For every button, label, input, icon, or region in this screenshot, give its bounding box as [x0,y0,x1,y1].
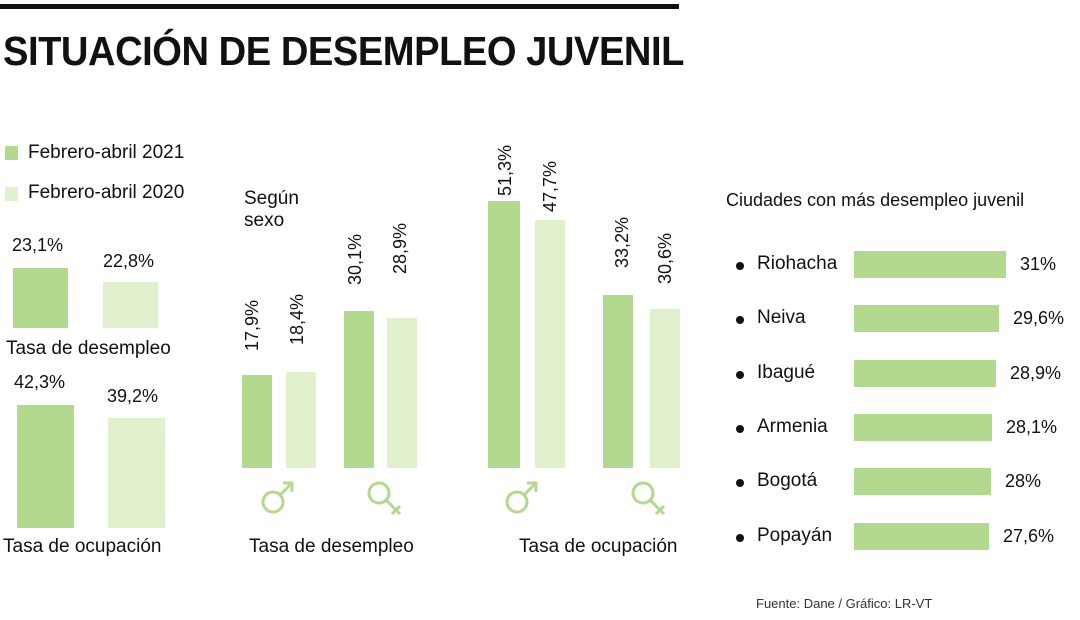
bar [13,268,68,328]
category-label: Tasa de ocupación [3,536,162,557]
bar [103,282,158,328]
data-label: 33,2% [612,216,632,268]
city-name: Armenia [757,416,828,437]
legend-swatch-2021 [5,146,18,160]
city-bar [854,251,1006,278]
city-bullet [736,262,744,270]
bar [242,375,272,468]
data-label: 28,9% [390,222,410,274]
bar [650,309,680,468]
category-label: Tasa de desempleo [6,338,171,359]
chart-subtitle: Según sexo [244,188,299,231]
chart-title: SITUACIÓN DE DESEMPLEO JUVENIL [3,28,684,74]
data-label: 42,3% [14,372,66,392]
city-name: Bogotá [757,470,818,491]
bar [108,418,165,528]
city-value-label: 28% [1005,471,1042,491]
female-symbol-icon [367,481,402,516]
city-bar [854,360,996,387]
title-rule [0,4,679,9]
source-note: Fuente: Dane / Gráfico: LR-VT [756,596,933,611]
data-label: 39,2% [107,386,159,406]
male-symbol-icon [261,481,294,514]
city-value-label: 31% [1020,254,1057,274]
city-bullet [736,371,744,379]
city-bar [854,523,989,550]
city-bar [854,468,991,495]
data-label: 51,3% [495,144,515,196]
city-name: Riohacha [757,253,838,274]
city-bullet [736,316,744,324]
city-value-label: 29,6% [1013,308,1065,328]
city-bullet [736,425,744,433]
city-name: Neiva [757,307,806,328]
city-value-label: 27,6% [1003,526,1055,546]
city-value-label: 28,1% [1006,417,1058,437]
data-label: 30,1% [345,233,365,285]
bar [344,311,374,468]
chart-subtitle: Ciudades con más desempleo juvenil [726,190,1025,210]
city-bullet [736,534,744,542]
bar [488,201,520,468]
city-value-label: 28,9% [1010,363,1062,383]
male-symbol-icon [505,481,538,514]
data-label: 18,4% [287,293,307,345]
bar [603,295,633,468]
city-bar [854,414,992,441]
data-label: 47,7% [540,160,560,212]
data-label: 22,8% [103,251,155,271]
city-bar [854,305,999,332]
city-bullet [736,479,744,487]
legend-swatch-2020 [5,187,18,201]
city-name: Popayán [757,525,833,546]
bar [17,405,74,528]
legend-label-2020: Febrero-abril 2020 [28,182,185,203]
data-label: 23,1% [12,235,64,255]
city-name: Ibagué [757,362,816,383]
chart-xlabel: Tasa de desempleo [249,536,414,557]
legend-label-2021: Febrero-abril 2021 [28,142,185,163]
chart-xlabel: Tasa de ocupación [519,536,678,557]
bar [286,372,316,468]
bar [387,318,417,468]
data-label: 17,9% [242,299,262,351]
bar [535,220,565,468]
data-label: 30,6% [655,232,675,284]
female-symbol-icon [631,481,666,516]
